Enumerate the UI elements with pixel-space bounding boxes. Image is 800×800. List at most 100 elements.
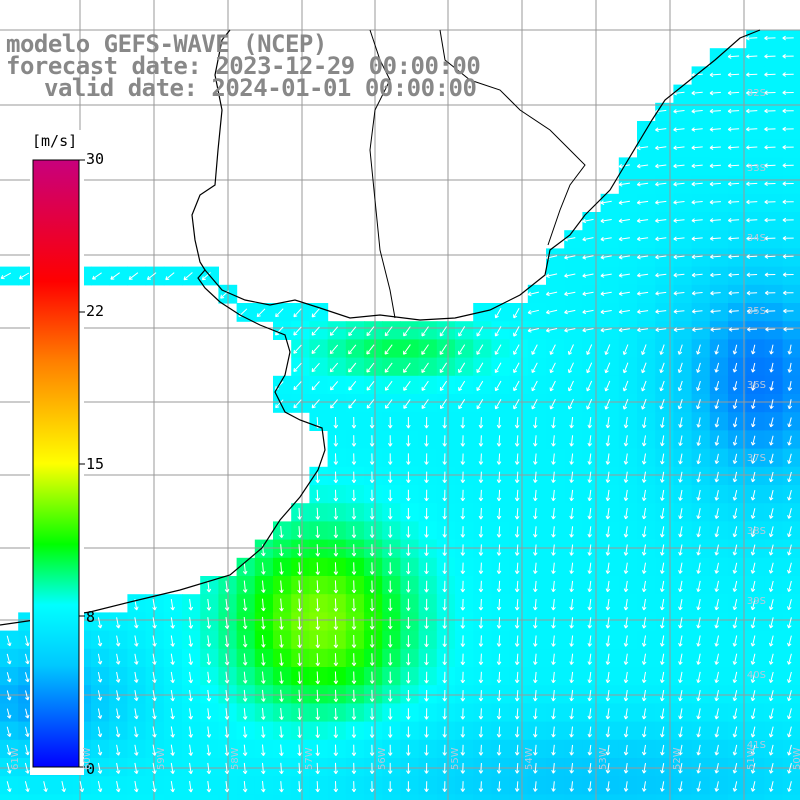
wind-cell: [637, 721, 656, 741]
wind-arrow: [6, 726, 12, 737]
wind-arrow: [256, 308, 266, 318]
wind-cell: [436, 794, 456, 800]
wind-arrow: [460, 489, 466, 502]
wind-cell: [564, 303, 583, 322]
coastline: [0, 29, 326, 626]
wind-cell: [546, 466, 565, 486]
wind-arrow: [315, 489, 321, 502]
lon-label: 53W: [598, 747, 609, 770]
wind-arrow: [533, 471, 538, 483]
wind-arrow: [134, 726, 139, 738]
wind-arrow: [641, 544, 647, 556]
wind-arrow: [476, 326, 484, 337]
wind-arrow: [768, 744, 774, 756]
wind-cell: [382, 394, 401, 413]
wind-cell: [236, 794, 256, 800]
wind-cell: [91, 721, 110, 741]
wind-arrow: [460, 671, 466, 684]
wind-arrow: [678, 708, 683, 720]
wind-arrow: [678, 453, 683, 465]
wind-cell: [364, 721, 383, 741]
wind-cell: [655, 594, 674, 613]
wind-cell: [582, 539, 602, 559]
wind-arrow: [569, 526, 574, 538]
coastline-rio-de-la-plata: [204, 29, 761, 321]
wind-cell: [564, 485, 583, 504]
wind-arrow: [43, 781, 48, 793]
wind-arrow: [442, 726, 447, 738]
wind-cell: [546, 776, 565, 795]
wind-arrow: [478, 726, 484, 738]
wind-arrow: [460, 580, 466, 593]
wind-arrow: [696, 762, 701, 774]
wind-cell: [327, 448, 347, 468]
wind-cell: [0, 630, 19, 650]
wind-arrow: [678, 526, 683, 538]
wind-cell: [655, 357, 674, 377]
wind-arrow: [494, 399, 502, 410]
wind-arrow: [513, 398, 520, 410]
wind-arrow: [533, 617, 538, 629]
wind-arrow: [732, 435, 738, 446]
wind-arrow: [333, 598, 339, 612]
wind-arrow: [387, 544, 393, 557]
wind-arrow: [728, 218, 740, 223]
wind-cell: [236, 739, 256, 759]
wind-arrow: [315, 744, 320, 756]
border-line-2: [369, 29, 396, 319]
wind-arrow: [768, 726, 774, 738]
wind-arrow: [476, 344, 484, 355]
wind-cell: [36, 776, 56, 795]
wind-cell: [782, 193, 800, 213]
wind-arrow: [315, 781, 320, 793]
wind-arrow: [641, 471, 647, 483]
wind-arrow: [440, 399, 447, 410]
wind-arrow: [514, 690, 520, 702]
wind-cell: [200, 630, 219, 650]
wind-arrow: [460, 507, 466, 520]
wind-cell: [400, 430, 420, 450]
wind-arrow: [677, 380, 683, 392]
wind-cell: [600, 430, 620, 450]
wind-cell: [582, 466, 602, 486]
wind-cell: [509, 466, 529, 486]
wind-cell: [582, 412, 602, 431]
wind-arrow: [782, 72, 794, 77]
wind-arrow: [732, 399, 738, 409]
wind-arrow: [351, 726, 357, 738]
wind-cell: [436, 594, 456, 613]
wind-cell: [764, 157, 784, 177]
wind-cell: [109, 630, 128, 650]
wind-cell: [109, 703, 128, 723]
wind-cell: [582, 430, 602, 450]
wind-cell: [182, 794, 201, 800]
wind-arrow: [242, 635, 248, 648]
wind-arrow: [315, 580, 321, 594]
wind-cell: [418, 612, 438, 632]
wind-cell: [618, 157, 638, 177]
wind-arrow: [750, 671, 756, 683]
wind-arrow: [750, 653, 756, 665]
wind-cell: [491, 794, 511, 800]
wind-cell: [600, 521, 620, 541]
wind-cell: [309, 794, 329, 800]
wind-arrow: [293, 362, 302, 372]
wind-arrow: [406, 671, 411, 684]
wind-cell: [709, 212, 729, 231]
wind-cell: [200, 667, 219, 686]
wind-cell: [509, 594, 529, 613]
wind-cell: [491, 557, 511, 577]
wind-cell: [309, 630, 329, 650]
wind-arrow: [605, 417, 611, 429]
wind-cell: [691, 412, 711, 431]
wind-arrow: [369, 598, 375, 612]
wind-cell: [746, 776, 765, 795]
wind-cell: [0, 266, 19, 286]
wind-arrow: [582, 291, 594, 296]
wind-arrow: [406, 763, 411, 774]
wind-cell: [582, 703, 602, 723]
wind-arrow: [351, 744, 357, 756]
wind-arrow: [206, 671, 212, 684]
wind-arrow: [569, 690, 574, 702]
wind-arrow: [297, 689, 302, 702]
